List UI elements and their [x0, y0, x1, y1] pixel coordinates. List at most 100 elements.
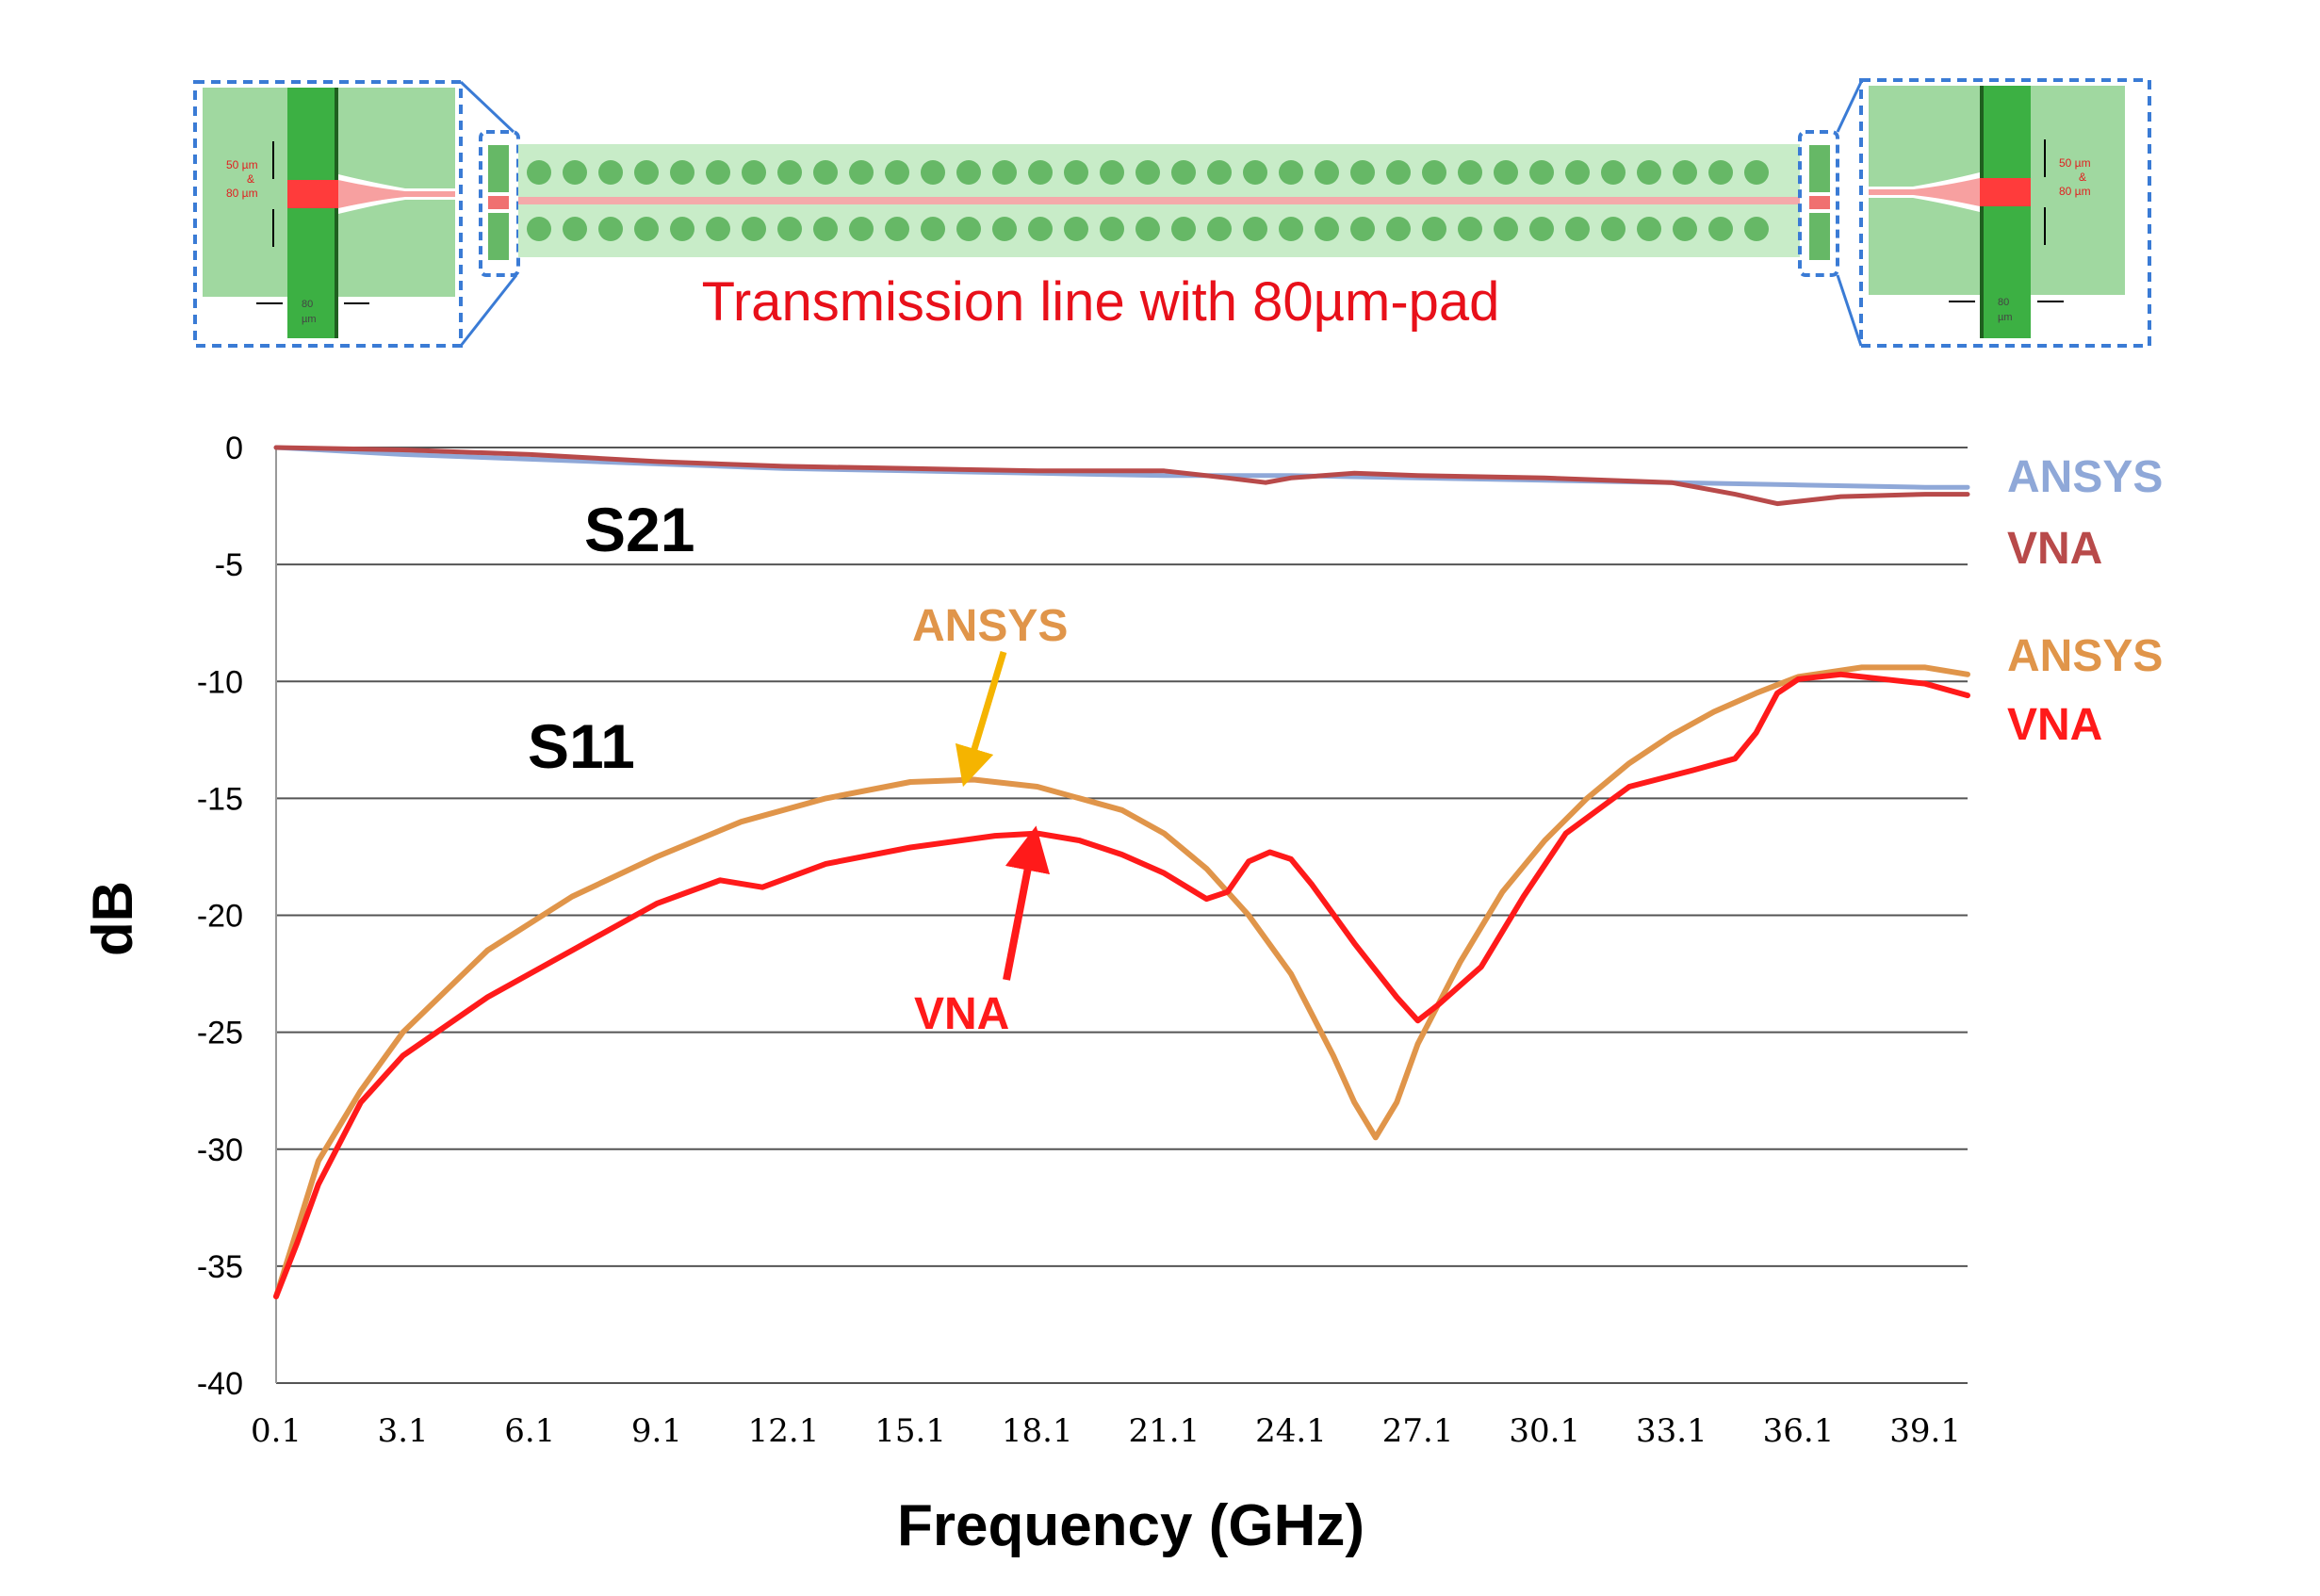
x-tick-label: 33.1 [1636, 1412, 1707, 1450]
x-axis-title: Frequency (GHz) [897, 1493, 1364, 1558]
x-tick-label: 18.1 [1002, 1412, 1073, 1450]
via-hole [777, 217, 802, 241]
via-hole [563, 217, 587, 241]
via-hole [1279, 217, 1303, 241]
y-tick-label: -15 [197, 781, 243, 817]
via-hole [921, 217, 945, 241]
callout-s11-vna: VNA [914, 989, 1009, 1039]
series-lines [273, 445, 1970, 1300]
left-dim-bottom: 80 µm [226, 187, 258, 200]
via-hole [598, 217, 623, 241]
via-hole [813, 160, 838, 185]
x-tick-label: 36.1 [1763, 1412, 1835, 1450]
via-hole [563, 160, 587, 185]
via-hole [1386, 160, 1411, 185]
via-rows [527, 160, 1769, 241]
right-dim-amp: & [2079, 171, 2086, 184]
via-hole [1135, 217, 1160, 241]
right-pad-marker [1798, 130, 1839, 277]
via-hole [1386, 217, 1411, 241]
via-hole [670, 160, 694, 185]
via-hole [1708, 217, 1733, 241]
via-hole [1422, 160, 1446, 185]
via-hole [1637, 160, 1661, 185]
via-hole [992, 160, 1017, 185]
x-tick-label: 24.1 [1255, 1412, 1327, 1450]
via-hole [1708, 160, 1733, 185]
left-pad-inset: 50 µm & 80 µm 80 µm [193, 80, 463, 348]
via-hole [1135, 160, 1160, 185]
s21-vna-line [273, 445, 1970, 507]
legend-s11-vna: VNA [2007, 700, 2102, 750]
via-hole [1064, 217, 1088, 241]
x-tick-label: 27.1 [1382, 1412, 1454, 1450]
right-dim-top: 50 µm [2059, 156, 2091, 170]
via-hole [1279, 160, 1303, 185]
s11-vna-line [273, 671, 1970, 1300]
right-inset-taper [1869, 178, 1980, 206]
right-inset-border [1859, 78, 2151, 348]
via-hole [885, 160, 909, 185]
via-hole [1673, 217, 1697, 241]
s11-ansys-line [273, 664, 1970, 1300]
via-hole [1529, 160, 1554, 185]
right-inset-pad [1980, 178, 2031, 206]
via-hole [1458, 217, 1482, 241]
via-hole [527, 217, 551, 241]
via-hole [777, 160, 802, 185]
s21-ansys-line [273, 445, 1970, 490]
via-hole [598, 160, 623, 185]
via-hole [706, 217, 730, 241]
signal-trace [518, 197, 1800, 204]
y-axis-title: dB [81, 881, 144, 956]
via-hole [956, 160, 981, 185]
via-hole [1350, 160, 1375, 185]
left-dim-width: 80 [302, 299, 313, 310]
via-hole [634, 217, 659, 241]
via-hole [1350, 217, 1375, 241]
via-hole [670, 217, 694, 241]
via-hole [1171, 217, 1196, 241]
via-hole [849, 217, 874, 241]
y-tick-label: -30 [197, 1132, 243, 1168]
x-tick-label: 15.1 [874, 1412, 946, 1450]
via-hole [1315, 217, 1339, 241]
left-inset-taper [338, 180, 455, 208]
right-dim-width: 80 [1998, 297, 2009, 308]
callout-s11-ansys: ANSYS [912, 601, 1068, 651]
x-tick-label: 12.1 [748, 1412, 820, 1450]
right-dim-bottom: 80 µm [2059, 185, 2091, 198]
horizontal-gridlines [276, 447, 1968, 1384]
via-hole [885, 217, 909, 241]
y-tick-labels: 0 -5 -10 -15 -20 -25 -30 -35 -40 [197, 431, 243, 1402]
left-dim-width-unit: µm [302, 314, 317, 325]
via-hole [527, 160, 551, 185]
s21-label: S21 [584, 495, 694, 564]
via-hole [1494, 160, 1518, 185]
via-hole [1529, 217, 1554, 241]
x-tick-label: 30.1 [1509, 1412, 1580, 1450]
via-hole [742, 160, 766, 185]
y-tick-label: -20 [197, 899, 243, 935]
left-inset-pad [287, 180, 338, 208]
via-hole [1243, 160, 1267, 185]
y-tick-label: -40 [197, 1366, 243, 1402]
x-tick-label: 6.1 [504, 1412, 555, 1450]
via-hole [1458, 160, 1482, 185]
via-hole [813, 217, 838, 241]
x-tick-label: 0.1 [251, 1412, 302, 1450]
via-hole [1494, 217, 1518, 241]
x-tick-label: 9.1 [631, 1412, 682, 1450]
via-hole [1565, 217, 1590, 241]
left-inset-border [193, 80, 463, 348]
via-hole [1637, 217, 1661, 241]
via-hole [1601, 160, 1626, 185]
right-inset-ground-strip [1984, 86, 2031, 338]
via-hole [1028, 160, 1053, 185]
x-tick-label: 21.1 [1129, 1412, 1201, 1450]
x-tick-label: 39.1 [1889, 1412, 1961, 1450]
via-hole [742, 217, 766, 241]
y-tick-label: -35 [197, 1249, 243, 1285]
series-annotations: ANSYS VNA ANSYS VNA ANSYS VNA [912, 452, 2163, 1039]
via-hole [1100, 160, 1124, 185]
